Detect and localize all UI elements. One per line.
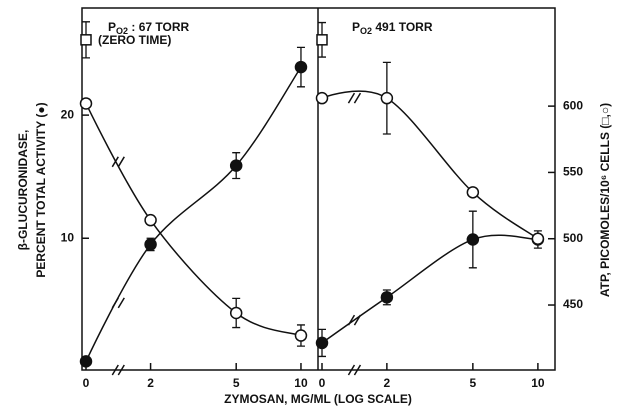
square-marker (316, 34, 328, 46)
axis-break (347, 314, 356, 326)
annotation-p: P (352, 20, 360, 34)
y2-tick-label: 550 (563, 165, 583, 179)
panel-annotation: PO2 : 67 TORR (108, 20, 189, 36)
series-line (321, 90, 539, 240)
square-marker (80, 34, 92, 46)
x-tick-label: 10 (531, 376, 545, 390)
open-marker (466, 186, 480, 199)
y-tick-label: 20 (61, 107, 75, 121)
axis-break (117, 364, 125, 376)
x-tick-label: 0 (319, 376, 326, 390)
x-tick-label: 2 (384, 376, 391, 390)
annotation-p: P (108, 20, 116, 34)
axis-break (111, 364, 119, 376)
filled-marker (466, 233, 480, 246)
x-tick-label: 0 (83, 376, 90, 390)
filled-marker (229, 159, 243, 172)
axis-break (347, 364, 356, 376)
axis-break (353, 314, 362, 326)
open-marker (79, 97, 93, 110)
y-tick-label: 10 (61, 230, 75, 244)
axis-break (117, 297, 125, 309)
filled-marker (144, 238, 157, 251)
open-marker (315, 91, 329, 105)
axis-break (111, 297, 119, 309)
annotation-rest: : 67 TORR (128, 20, 189, 34)
y-axis-label: PERCENT TOTAL ACTIVITY (●) (34, 102, 48, 277)
x-axis-label: ZYMOSAN, MG/ML (LOG SCALE) (224, 392, 412, 406)
open-marker (294, 329, 308, 342)
series-line (321, 234, 538, 344)
y2-tick-label: 500 (563, 231, 583, 245)
y2-axis-label: ATP, PICOMOLES/10⁶ CELLS (□,○) (598, 103, 612, 297)
open-marker (380, 91, 394, 105)
legend-label: (ZERO TIME) (98, 33, 171, 47)
panel-annotation: PO2 491 TORR (352, 20, 433, 36)
annotation-sub: O2 (116, 26, 128, 36)
x-tick-label: 5 (470, 376, 477, 390)
filled-marker (315, 336, 329, 350)
axis-break (111, 156, 119, 168)
y2-tick-label: 600 (563, 98, 583, 112)
y-axis-label: β-GLUCURONIDASE, (16, 130, 30, 251)
axis-break (353, 92, 362, 104)
filled-marker (380, 291, 394, 304)
x-tick-label: 5 (233, 376, 240, 390)
series-line (85, 66, 302, 362)
filled-marker (79, 355, 93, 368)
annotation-rest: 491 TORR (372, 20, 433, 34)
axis-break (347, 92, 356, 104)
x-tick-label: 2 (147, 376, 154, 390)
axis-break (353, 364, 362, 376)
annotation-sub: O2 (360, 26, 372, 36)
series-line (85, 103, 302, 337)
x-tick-label: 10 (294, 376, 308, 390)
y2-tick-label: 450 (563, 297, 583, 311)
filled-marker (294, 60, 308, 74)
open-marker (531, 232, 545, 245)
open-marker (229, 306, 243, 320)
axis-break (117, 156, 125, 168)
open-marker (144, 213, 157, 227)
